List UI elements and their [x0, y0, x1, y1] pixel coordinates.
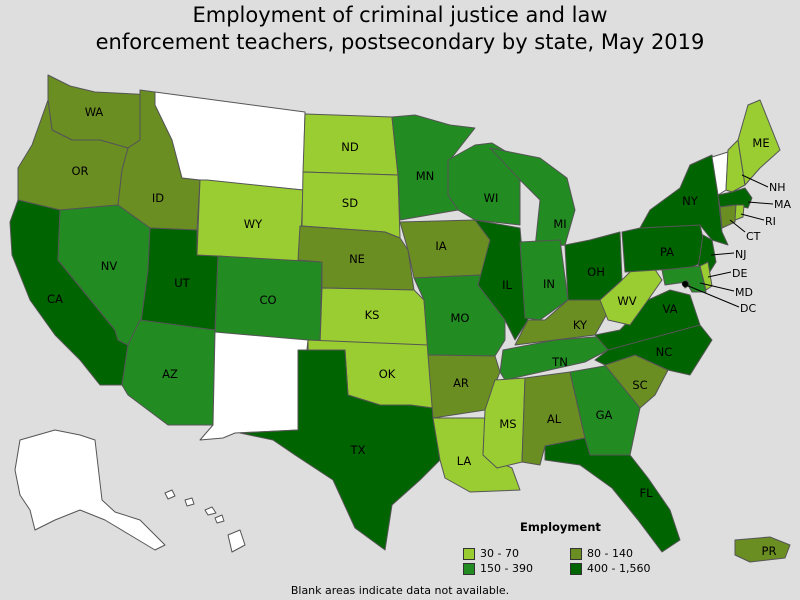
title-line-2: enforcement teachers, postsecondary by s… — [95, 30, 705, 54]
label-tn: TN — [551, 355, 568, 369]
legend-label: 30 - 70 — [480, 547, 519, 560]
leader-md — [699, 282, 735, 292]
label-mn: MN — [416, 169, 435, 183]
label-tx: TX — [350, 443, 366, 457]
label-mo: MO — [451, 311, 470, 325]
legend-item-80-140: 80 - 140 — [570, 547, 633, 560]
footnote: Blank areas indicate data not available. — [290, 584, 510, 597]
label-co: CO — [259, 293, 276, 307]
state-ak[interactable] — [14, 429, 166, 551]
label-dc: DC — [740, 302, 756, 315]
leader-ma — [747, 201, 774, 205]
label-me: ME — [752, 136, 769, 150]
state-pr[interactable] — [734, 536, 791, 563]
legend-label: 150 - 390 — [480, 562, 533, 575]
label-oh: OH — [587, 265, 605, 279]
label-ky: KY — [573, 318, 588, 332]
label-ca: CA — [47, 292, 63, 306]
legend-swatch — [463, 547, 475, 560]
state-ct[interactable] — [719, 204, 737, 229]
state-fl[interactable] — [544, 437, 681, 553]
label-ne: NE — [349, 252, 365, 266]
leader-dc — [685, 284, 740, 308]
label-ms: MS — [499, 417, 516, 431]
label-va: VA — [663, 302, 678, 316]
label-nj: NJ — [735, 248, 746, 261]
label-az: AZ — [162, 367, 178, 381]
label-id: ID — [152, 191, 164, 205]
legend-swatch — [463, 562, 475, 575]
state-ri[interactable] — [734, 204, 745, 221]
dc-marker — [682, 281, 688, 287]
label-ok: OK — [379, 367, 396, 381]
label-ia: IA — [435, 239, 446, 253]
label-ma: MA — [774, 198, 791, 211]
legend-swatch — [570, 562, 582, 575]
label-fl: FL — [639, 486, 653, 500]
label-in: IN — [543, 277, 555, 291]
legend-swatch — [570, 547, 582, 560]
label-wv: WV — [617, 294, 636, 308]
leader-nh — [741, 174, 769, 188]
leader-de — [707, 271, 732, 278]
label-ct: CT — [746, 230, 761, 243]
label-ut: UT — [174, 276, 190, 290]
legend-label: 80 - 140 — [587, 547, 633, 560]
label-wy: WY — [244, 217, 263, 231]
state-nh[interactable] — [725, 139, 746, 193]
legend-item-400-1560: 400 - 1,560 — [570, 562, 650, 575]
state-hi[interactable] — [164, 489, 246, 553]
label-pa: PA — [660, 245, 674, 259]
state-wi[interactable] — [447, 142, 521, 226]
leader-ri — [740, 213, 765, 221]
legend-item-150-390: 150 - 390 — [463, 562, 533, 575]
label-nh: NH — [769, 181, 786, 194]
label-nc: NC — [656, 345, 673, 359]
label-wi: WI — [484, 191, 499, 205]
state-in[interactable] — [519, 239, 569, 321]
state-nm[interactable] — [199, 331, 309, 441]
legend-label: 400 - 1,560 — [587, 562, 651, 575]
label-ga: GA — [596, 408, 613, 422]
label-wa: WA — [85, 105, 104, 119]
label-sd: SD — [342, 196, 358, 210]
label-ar: AR — [453, 376, 469, 390]
label-la: LA — [457, 454, 472, 468]
label-sc: SC — [632, 378, 647, 392]
state-wv[interactable] — [599, 264, 663, 326]
label-nv: NV — [101, 259, 118, 273]
title-line-1: Employment of criminal justice and law — [192, 3, 608, 27]
label-de: DE — [732, 267, 747, 280]
label-nd: ND — [341, 140, 359, 154]
state-md[interactable] — [661, 265, 707, 293]
label-pr: PR — [762, 544, 777, 558]
leader-ct — [729, 219, 746, 233]
label-mi: MI — [553, 217, 566, 231]
label-ny: NY — [682, 194, 699, 208]
label-md: MD — [735, 286, 753, 299]
state-tx[interactable] — [239, 349, 441, 551]
map-title: Employment of criminal justice and law e… — [0, 2, 800, 56]
label-al: AL — [547, 412, 562, 426]
label-ri: RI — [765, 215, 776, 228]
state-me[interactable] — [737, 99, 781, 186]
legend-title: Employment — [520, 520, 601, 534]
label-or: OR — [71, 164, 88, 178]
legend-item-30-70: 30 - 70 — [463, 547, 519, 560]
leader-nj — [710, 252, 735, 256]
label-il: IL — [502, 278, 512, 292]
label-ks: KS — [365, 308, 380, 322]
